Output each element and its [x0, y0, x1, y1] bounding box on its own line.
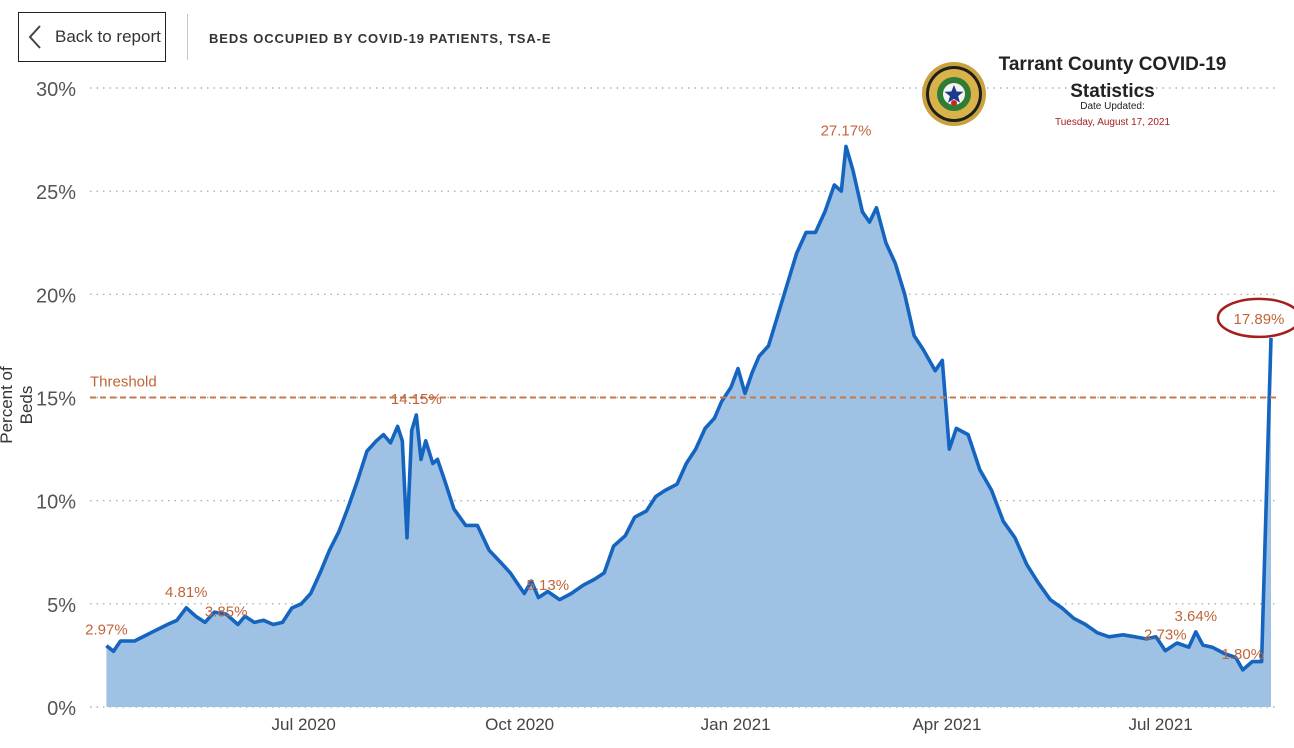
y-axis-label: Percent of Beds [0, 366, 36, 444]
page-title: BEDS OCCUPIED BY COVID-19 PATIENTS, TSA-… [209, 31, 552, 46]
data-label: 4.81% [165, 584, 208, 601]
data-label: 3.85% [205, 604, 248, 621]
date-updated-value: Tuesday, August 17, 2021 [1054, 117, 1171, 128]
y-tick-label: 5% [47, 595, 76, 617]
data-label: 5.13% [527, 577, 570, 594]
org-title: Tarrant County COVID-19 Statistics [998, 54, 1227, 102]
county-seal-logo [921, 61, 987, 127]
x-tick-label: Jul 2020 [272, 715, 336, 734]
date-updated-label: Date Updated: [1080, 101, 1145, 112]
x-tick-label: Jan 2021 [701, 715, 771, 734]
y-tick-label: 25% [36, 182, 76, 204]
x-tick-label: Apr 2021 [912, 715, 981, 734]
data-label: 1.80% [1222, 646, 1265, 663]
x-tick-label: Oct 2020 [485, 715, 554, 734]
back-to-report-button[interactable]: Back to report [18, 12, 166, 62]
data-label: 27.17% [821, 122, 872, 139]
x-tick-label: Jul 2021 [1128, 715, 1192, 734]
data-label: 14.15% [391, 391, 442, 408]
data-label: 17.89% [1234, 311, 1285, 328]
y-tick-label: 0% [47, 698, 76, 720]
series-area [106, 146, 1271, 707]
back-label: Back to report [55, 27, 161, 46]
threshold-label: Threshold [90, 374, 157, 391]
y-tick-label: 15% [36, 389, 76, 411]
header-divider [187, 14, 188, 60]
y-tick-label: 30% [36, 79, 76, 101]
data-label: 3.64% [1175, 608, 1218, 625]
data-label: 2.73% [1144, 627, 1187, 644]
y-tick-label: 20% [36, 285, 76, 307]
highlight-ellipse [1216, 297, 1294, 339]
y-tick-label: 10% [36, 492, 76, 514]
chevron-left-icon [19, 12, 51, 62]
series-line [105, 144, 1273, 672]
data-label: 2.97% [85, 622, 128, 639]
